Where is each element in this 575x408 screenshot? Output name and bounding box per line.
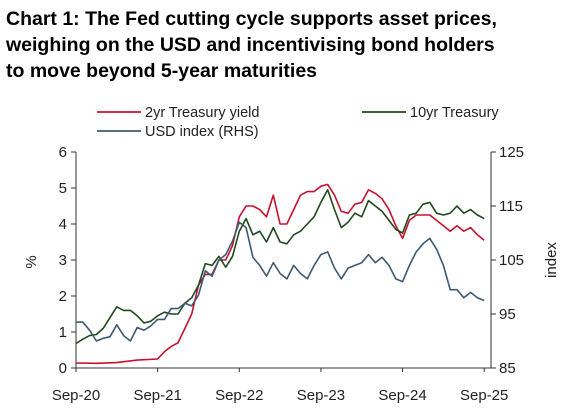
y2-tick-label: 115 — [499, 198, 523, 215]
y-tick-label: 6 — [59, 144, 67, 161]
y2-tick-label: 85 — [499, 360, 516, 377]
title-line: weighing on the USD and incentivising bo… — [6, 34, 495, 56]
series-line — [75, 183, 485, 365]
x-tick-label: Sep-24 — [378, 387, 426, 404]
x-tick-label: Sep-21 — [133, 387, 181, 404]
x-tick-label: Sep-22 — [215, 387, 263, 404]
x-tick-label: Sep-20 — [52, 387, 100, 404]
series-line — [76, 221, 485, 342]
y-tick-label: 2 — [59, 288, 67, 305]
y-tick-label: 5 — [59, 180, 67, 197]
title-line: Chart 1: The Fed cutting cycle supports … — [6, 8, 497, 30]
y-axis-label: % — [23, 255, 40, 268]
x-tick-label: Sep-25 — [460, 387, 508, 404]
legend-label: 2yr Treasury yield — [145, 105, 259, 121]
chart-title: Chart 1: The Fed cutting cycle supports … — [6, 6, 571, 84]
series-lines — [75, 183, 485, 365]
y-tick-label: 4 — [59, 216, 67, 233]
legend-label: USD index (RHS) — [145, 124, 259, 140]
y2-tick-label: 125 — [499, 144, 524, 161]
axes: 0 1 2 3 4 5 6 85 95 105 115 125 Sep-20 Sep-21 Sep-22 Se… — [23, 144, 560, 404]
series-line — [75, 189, 485, 345]
legend: 2yr Treasury yield 10yr Treasury USD index… — [97, 105, 499, 140]
x-tick-label: Sep-23 — [297, 387, 345, 404]
legend-label: 10yr Treasury — [410, 105, 499, 121]
y2-axis-label: index — [543, 242, 560, 278]
y2-tick-label: 105 — [499, 252, 524, 269]
y-tick-label: 3 — [59, 252, 67, 269]
y-tick-label: 0 — [59, 360, 67, 377]
y2-tick-label: 95 — [499, 306, 516, 323]
y-tick-label: 1 — [59, 324, 67, 341]
title-line: to move beyond 5-year maturities — [6, 60, 318, 82]
